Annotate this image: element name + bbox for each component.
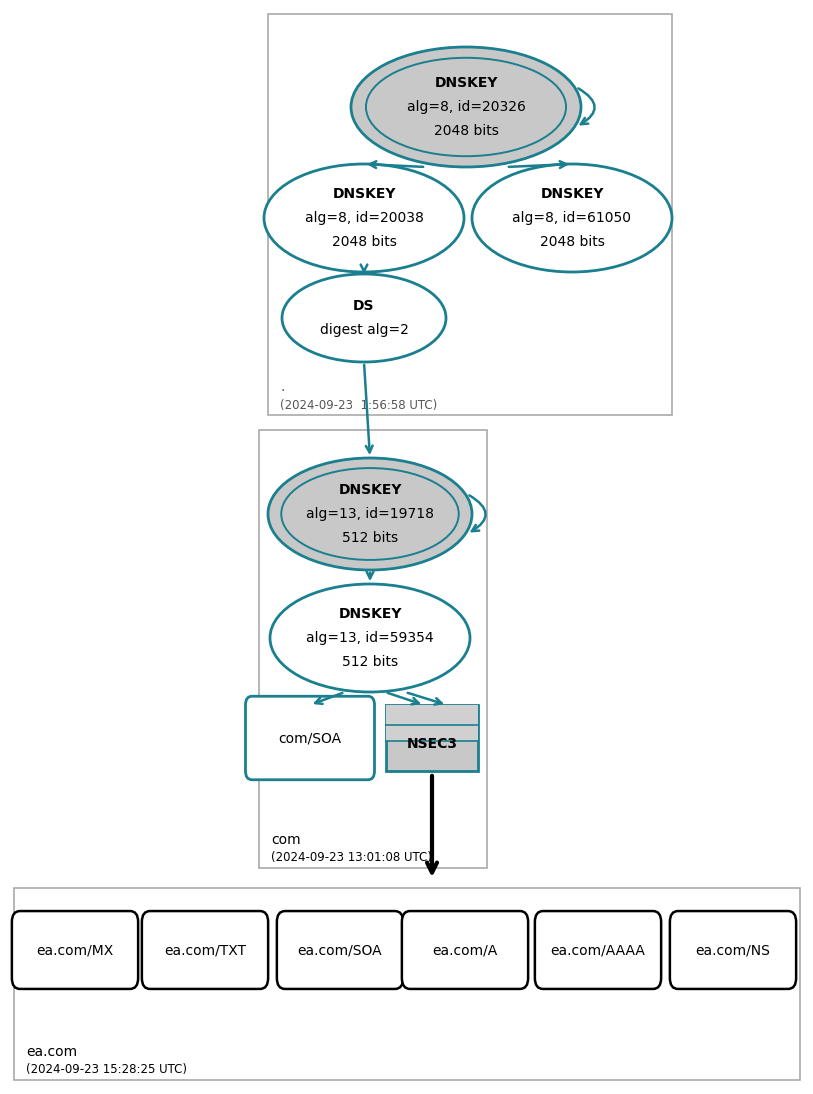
FancyBboxPatch shape	[386, 705, 478, 742]
FancyBboxPatch shape	[246, 696, 375, 780]
Ellipse shape	[351, 47, 581, 167]
Text: ea.com/NS: ea.com/NS	[696, 943, 771, 957]
Text: ea.com/AAAA: ea.com/AAAA	[550, 943, 646, 957]
Text: DNSKEY: DNSKEY	[338, 482, 402, 497]
Ellipse shape	[268, 458, 472, 570]
Text: (2024-09-23 13:01:08 UTC): (2024-09-23 13:01:08 UTC)	[271, 851, 432, 864]
Text: DNSKEY: DNSKEY	[541, 187, 604, 201]
Text: alg=8, id=20038: alg=8, id=20038	[305, 211, 424, 225]
Text: alg=13, id=19718: alg=13, id=19718	[306, 507, 434, 521]
Text: 2048 bits: 2048 bits	[540, 235, 604, 249]
Text: ea.com: ea.com	[26, 1045, 77, 1059]
Text: com/SOA: com/SOA	[278, 731, 341, 745]
Text: DNSKEY: DNSKEY	[333, 187, 396, 201]
FancyBboxPatch shape	[277, 911, 403, 989]
Text: ea.com/MX: ea.com/MX	[37, 943, 114, 957]
Text: (2024-09-23 15:28:25 UTC): (2024-09-23 15:28:25 UTC)	[26, 1063, 187, 1076]
Text: ea.com/A: ea.com/A	[433, 943, 498, 957]
Text: 2048 bits: 2048 bits	[433, 124, 498, 138]
Text: com: com	[271, 833, 301, 847]
FancyBboxPatch shape	[402, 911, 528, 989]
Text: .: .	[280, 380, 285, 394]
Text: DNSKEY: DNSKEY	[434, 75, 498, 90]
Text: alg=13, id=59354: alg=13, id=59354	[307, 631, 434, 645]
Text: digest alg=2: digest alg=2	[320, 323, 408, 337]
FancyBboxPatch shape	[14, 888, 800, 1080]
FancyBboxPatch shape	[12, 911, 138, 989]
Text: alg=8, id=61050: alg=8, id=61050	[512, 211, 632, 225]
Ellipse shape	[472, 164, 672, 272]
FancyBboxPatch shape	[259, 430, 487, 868]
Text: NSEC3: NSEC3	[406, 737, 458, 750]
FancyBboxPatch shape	[670, 911, 796, 989]
Text: DNSKEY: DNSKEY	[338, 607, 402, 621]
FancyBboxPatch shape	[142, 911, 268, 989]
Text: 512 bits: 512 bits	[342, 531, 398, 545]
FancyBboxPatch shape	[268, 14, 672, 415]
FancyBboxPatch shape	[386, 705, 478, 771]
FancyBboxPatch shape	[535, 911, 661, 989]
Ellipse shape	[282, 274, 446, 362]
Text: alg=8, id=20326: alg=8, id=20326	[406, 100, 525, 114]
Text: 512 bits: 512 bits	[342, 655, 398, 670]
Text: DS: DS	[354, 299, 375, 313]
Text: ea.com/TXT: ea.com/TXT	[164, 943, 246, 957]
Ellipse shape	[270, 584, 470, 693]
Ellipse shape	[264, 164, 464, 272]
Text: ea.com/SOA: ea.com/SOA	[298, 943, 382, 957]
Text: 2048 bits: 2048 bits	[332, 235, 397, 249]
Text: (2024-09-23  1:56:58 UTC): (2024-09-23 1:56:58 UTC)	[280, 398, 437, 411]
